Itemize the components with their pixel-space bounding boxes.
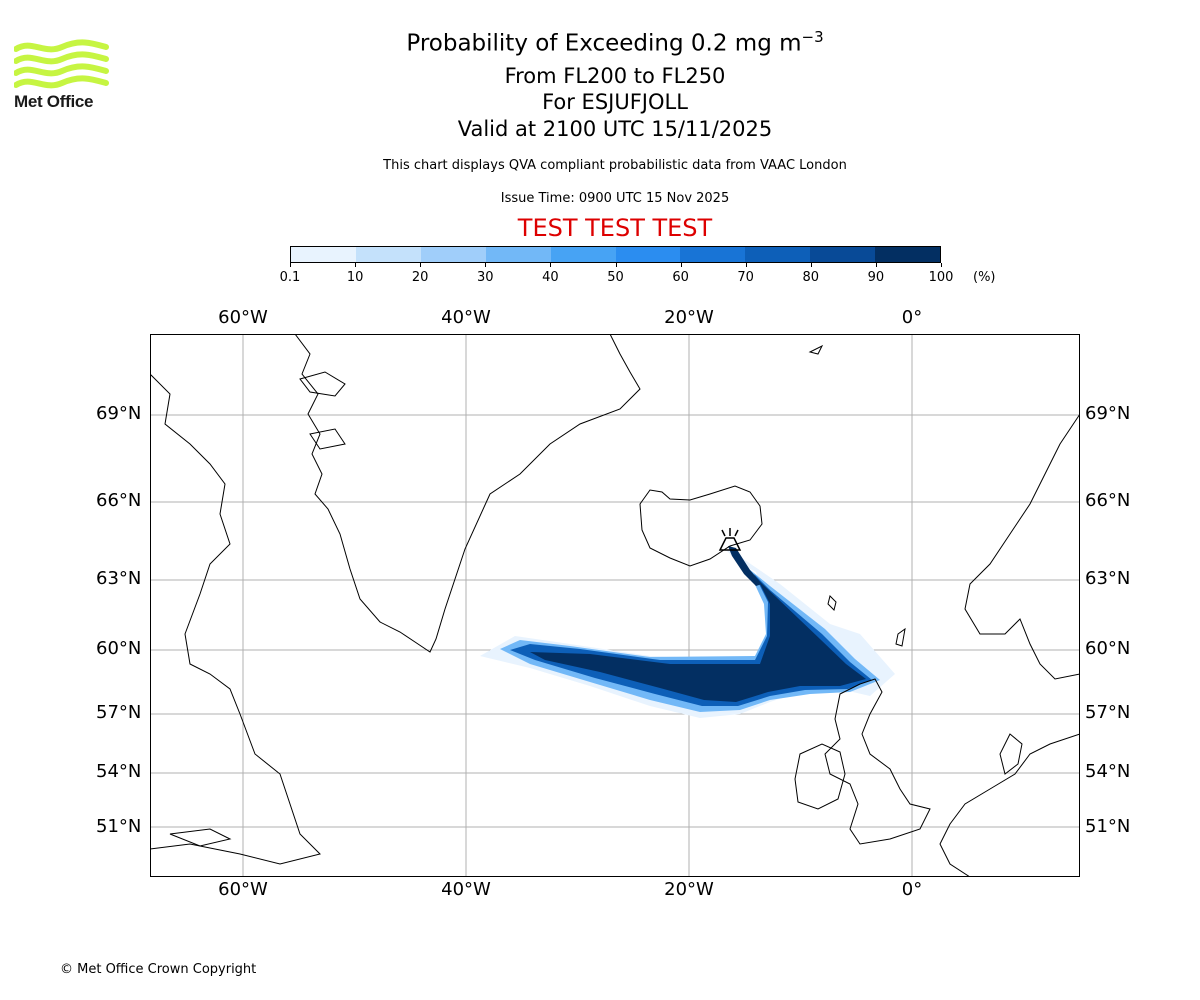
colorbar-tick-mark [290,263,291,267]
great-britain-coast [824,678,931,845]
probability-colorbar [290,246,941,263]
lat-label-right: 51°N [1085,816,1131,837]
lon-label-top: 60°W [218,307,268,328]
colorbar-segment [485,247,551,262]
lon-label-bottom: 20°W [664,879,714,900]
flight-level-range: From FL200 to FL250 [504,64,726,88]
colorbar-segment [615,247,681,262]
issue-time: Issue Time: 0900 UTC 15 Nov 2025 [500,191,730,206]
lat-label-left: 66°N [96,490,142,511]
colorbar-unit: (%) [973,270,996,285]
lon-label-top: 0° [901,307,923,328]
graticule [150,334,1080,877]
volcano-name: For ESJUFJOLL [542,90,688,114]
colorbar-tick-label: 20 [411,270,429,285]
lon-label-top: 20°W [664,307,714,328]
probability-map [150,334,1080,877]
colorbar-segment [355,247,421,262]
lat-label-left: 69°N [96,403,142,424]
europe-coast [939,733,1080,877]
volcano-icon [718,528,742,551]
lat-label-right: 57°N [1085,702,1131,723]
colorbar-tick-mark [550,263,552,267]
coastlines [150,334,1080,877]
lat-label-right: 60°N [1085,638,1131,659]
lat-label-right: 54°N [1085,761,1131,782]
colorbar-tick-mark [810,263,812,267]
lat-label-left: 54°N [96,761,142,782]
lat-label-right: 63°N [1085,568,1131,589]
colorbar-segment [550,247,616,262]
lon-label-bottom: 0° [901,879,923,900]
iceland-coast [639,485,763,567]
lat-label-left: 63°N [96,568,142,589]
lat-label-left: 57°N [96,702,142,723]
colorbar-tick-label: 30 [477,270,494,285]
plume-band-90 [530,580,866,702]
colorbar-tick-mark [420,263,422,267]
colorbar-tick-label: 90 [867,270,885,285]
chart-title-text: Probability of Exceeding 0.2 mg m [406,30,802,57]
colorbar-tick-mark [615,263,617,267]
lon-label-bottom: 40°W [441,879,491,900]
colorbar-tick-mark [941,263,942,267]
colorbar-tick-mark [875,263,877,267]
greenland-coast [294,334,641,653]
colorbar-tick-label: 60 [672,270,689,285]
north-america-coast [150,373,321,865]
colorbar-tick-label: 40 [542,270,559,285]
colorbar-tick-label: 80 [802,270,820,285]
test-banner: TEST TEST TEST [517,214,713,242]
chart-title-exponent: −3 [801,28,824,46]
colorbar-tick-label: 50 [607,270,624,285]
valid-time: Valid at 2100 UTC 15/11/2025 [457,117,773,141]
scandinavia-coast [964,413,1080,680]
colorbar-segment [745,247,811,262]
colorbar-tick-label: 70 [737,270,754,285]
colorbar-tick-mark [680,263,682,267]
map-frame [150,334,1080,877]
colorbar-tick-mark [485,263,487,267]
lat-label-right: 69°N [1085,403,1131,424]
met-office-logo-icon [14,39,109,89]
colorbar-tick-mark [745,263,747,267]
copyright-notice: © Met Office Crown Copyright [60,962,257,977]
disclaimer-text: This chart displays QVA compliant probab… [383,158,847,173]
colorbar-tick-label: 100 [928,270,954,285]
lat-label-left: 51°N [96,816,142,837]
lon-label-top: 40°W [441,307,491,328]
lon-label-bottom: 60°W [218,879,268,900]
colorbar-segment [680,247,746,262]
ash-plume [480,546,895,718]
colorbar-tick-mark [355,263,357,267]
colorbar-tick-label: 10 [346,270,364,285]
chart-title: Probability of Exceeding 0.2 mg m−3 [0,28,1200,57]
lat-label-right: 66°N [1085,490,1131,511]
lat-label-left: 60°N [96,638,142,659]
plume-source-trail [728,546,762,586]
colorbar-segment [875,247,941,262]
colorbar-tick-label: 0.1 [279,270,301,285]
ireland-coast [794,743,846,810]
colorbar-segment [810,247,876,262]
colorbar-segment [291,247,356,262]
met-office-logo-text: Met Office [14,92,94,111]
colorbar-segment [420,247,486,262]
